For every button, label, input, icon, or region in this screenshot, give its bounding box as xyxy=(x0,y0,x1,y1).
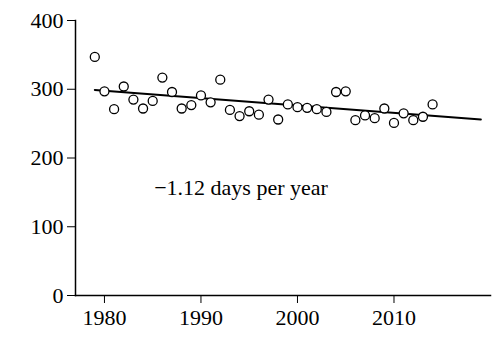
svg-text:2010: 2010 xyxy=(372,305,416,330)
svg-text:200: 200 xyxy=(31,145,64,170)
svg-text:300: 300 xyxy=(31,76,64,101)
svg-text:1990: 1990 xyxy=(179,305,223,330)
svg-text:1980: 1980 xyxy=(82,305,126,330)
svg-text:400: 400 xyxy=(31,8,64,33)
svg-text:100: 100 xyxy=(31,214,64,239)
svg-text:2000: 2000 xyxy=(275,305,319,330)
svg-text:0: 0 xyxy=(53,283,64,308)
svg-text:−1.12 days per year: −1.12 days per year xyxy=(154,175,328,200)
